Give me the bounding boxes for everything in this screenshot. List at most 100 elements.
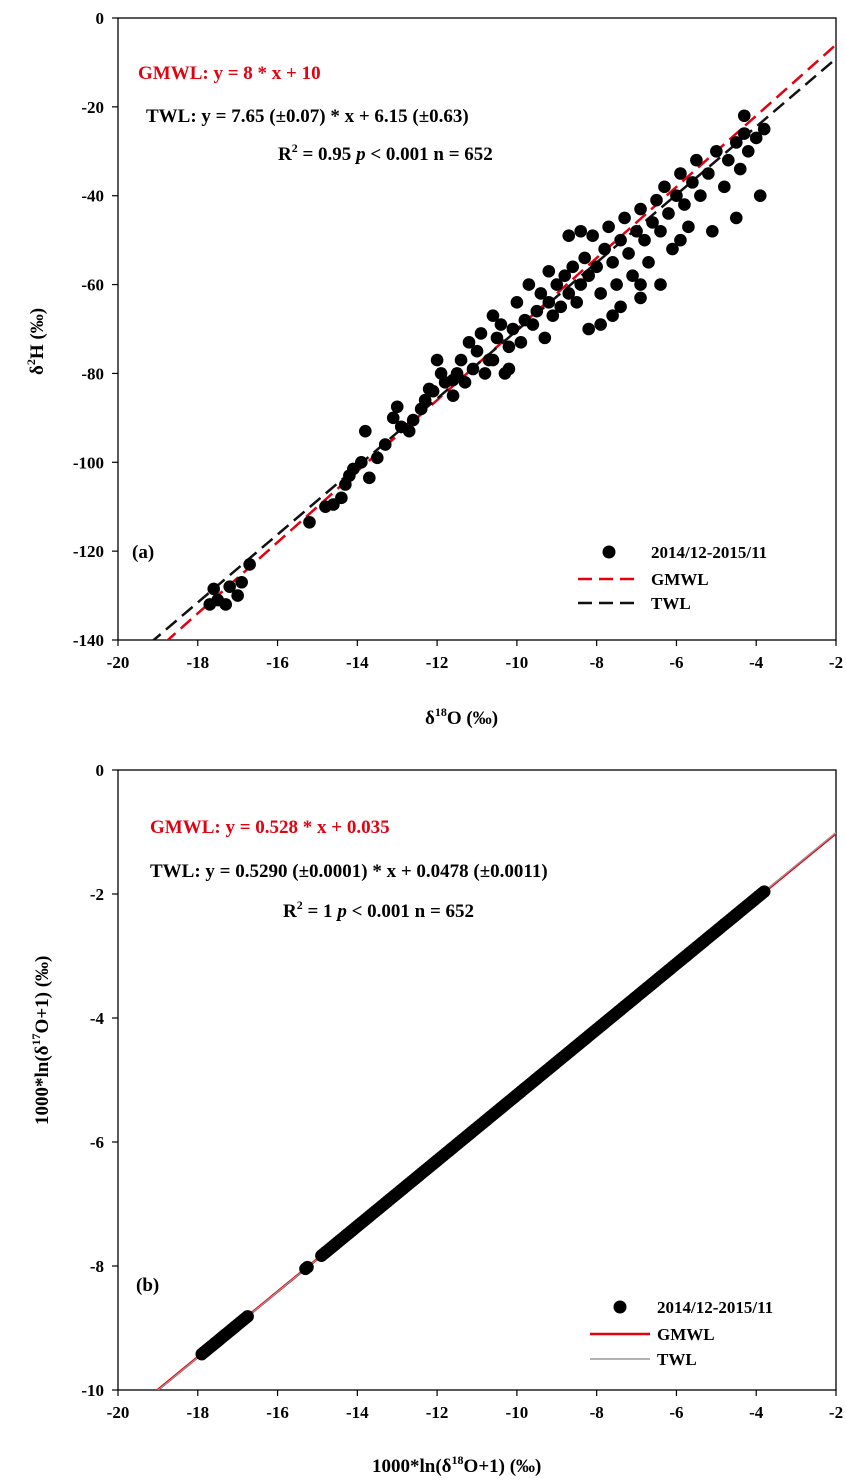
a-data-point (542, 264, 556, 278)
b-x-tick-label: -12 (426, 1403, 449, 1422)
b-twl-equation: TWL: y = 0.5290 (±0.0001) * x + 0.0478 (… (150, 861, 548, 882)
b-data-point (301, 1260, 314, 1274)
a-data-point (402, 424, 416, 438)
a-data-point (538, 331, 552, 345)
a-data-point (562, 287, 576, 300)
a-data-point (502, 362, 516, 376)
a-data-point (370, 451, 384, 465)
a-legend-point-marker (602, 545, 616, 559)
a-data-point (219, 598, 232, 611)
a-r-sup: 2 (292, 141, 298, 155)
a-data-point (522, 278, 536, 291)
a-x-tick-label: -16 (266, 653, 289, 672)
b-r-label: R (283, 901, 297, 922)
a-data-point (446, 389, 460, 402)
b-legend: 2014/12-2015/11 GMWL TWL (590, 1298, 773, 1369)
a-data-point (418, 393, 432, 407)
a-data-point (654, 224, 667, 238)
a-data-point (235, 575, 248, 589)
a-data-point (590, 260, 603, 274)
a-data-point (737, 127, 751, 140)
a-data-point (478, 367, 492, 380)
a-x-tick-label: -12 (426, 653, 449, 672)
a-data-point (486, 353, 500, 367)
a-data-point (486, 309, 500, 322)
a-data-point (602, 220, 615, 234)
a-data-point (558, 269, 572, 282)
a-data-point (490, 331, 504, 345)
a-data-point (335, 491, 348, 505)
a-data-point (634, 278, 647, 291)
a-y-tick-label: -100 (73, 453, 104, 472)
a-data-point (718, 180, 731, 194)
b-data-points (195, 885, 771, 1361)
a-axis-ticks: -20 -18 -16 -14 -12 -10 -8 -6 -4 -2 -140 -120 -100 -8… (73, 9, 843, 672)
a-data-point (458, 376, 472, 389)
a-data-point (733, 162, 747, 176)
a-data-point (534, 287, 548, 300)
a-legend-gmwl-label: GMWL (651, 570, 709, 589)
b-gmwl-equation: GMWL: y = 0.528 * x + 0.035 (150, 817, 390, 838)
a-data-point (674, 167, 687, 180)
a-data-point (359, 424, 372, 438)
a-y-tick-label: -80 (81, 364, 104, 383)
a-data-point (550, 278, 564, 291)
a-data-point (594, 287, 607, 300)
a-data-point (729, 211, 743, 225)
a-data-point (542, 296, 556, 309)
a-data-point (598, 242, 611, 256)
a-data-point (422, 382, 436, 396)
a-data-point (494, 318, 508, 331)
a-data-point (466, 362, 480, 376)
b-x-tick-label: -4 (749, 1403, 764, 1422)
a-data-point (566, 260, 580, 274)
a-data-point (231, 589, 244, 602)
b-x-tick-label: -16 (266, 1403, 289, 1422)
a-x-tick-label: -20 (107, 653, 130, 672)
a-data-point (662, 207, 675, 220)
panel-b: -20 -18 -16 -14 -12 -10 -8 -6 -4 -2-10-8-6-4-20 G… (29, 761, 843, 1477)
a-data-point (474, 327, 488, 340)
b-legend-point-marker (613, 1300, 627, 1314)
a-data-point (582, 322, 595, 336)
a-data-point (654, 278, 667, 291)
panel-a: -20 -18 -16 -14 -12 -10 -8 -6 -4 -2 -140 -120 -100 -8… (24, 9, 843, 729)
a-data-point (757, 122, 771, 136)
a-data-point (686, 176, 699, 189)
b-y-axis-label: 1000*ln(δ17O+1) (‰) (29, 956, 53, 1125)
a-data-point (606, 309, 619, 322)
a-stats: R2 = 0.95 p < 0.001 n = 652 (278, 141, 493, 165)
a-data-point (378, 438, 392, 451)
a-data-point (642, 256, 655, 269)
a-data-point (610, 278, 623, 291)
a-x-tick-label: -18 (186, 653, 209, 672)
b-x-tick-label: -2 (829, 1403, 843, 1422)
a-legend-twl-label: TWL (651, 594, 691, 613)
a-data-point (510, 296, 524, 309)
b-stats: R2 = 1 p < 0.001 n = 652 (283, 898, 474, 922)
plot-frame-a (117, 17, 837, 641)
b-legend-points-label: 2014/12-2015/11 (657, 1298, 773, 1317)
a-data-point (574, 278, 588, 291)
a-data-point (630, 224, 643, 238)
b-y-tick-label: -2 (90, 885, 104, 904)
b-x-tick-label: -18 (186, 1403, 209, 1422)
b-y-tick-label: -4 (90, 1009, 105, 1028)
a-y-tick-label: -60 (81, 276, 104, 295)
a-data-point (614, 300, 627, 314)
a-data-point (454, 353, 468, 367)
a-data-point (749, 131, 763, 145)
a-x-tick-label: -2 (829, 653, 843, 672)
b-r-sup: 2 (297, 898, 303, 912)
a-data-point (710, 144, 723, 158)
b-p-value: < 0.001 n = 652 (347, 901, 474, 922)
b-y-tick-label: -10 (81, 1381, 104, 1400)
a-legend: 2014/12-2015/11 GMWL TWL (578, 543, 767, 613)
a-data-point (363, 471, 376, 485)
a-data-point (670, 189, 683, 203)
a-data-point (722, 153, 735, 167)
a-data-point (614, 233, 627, 247)
a-data-point (638, 233, 651, 247)
a-data-point (243, 558, 256, 571)
a-data-point (446, 373, 460, 387)
